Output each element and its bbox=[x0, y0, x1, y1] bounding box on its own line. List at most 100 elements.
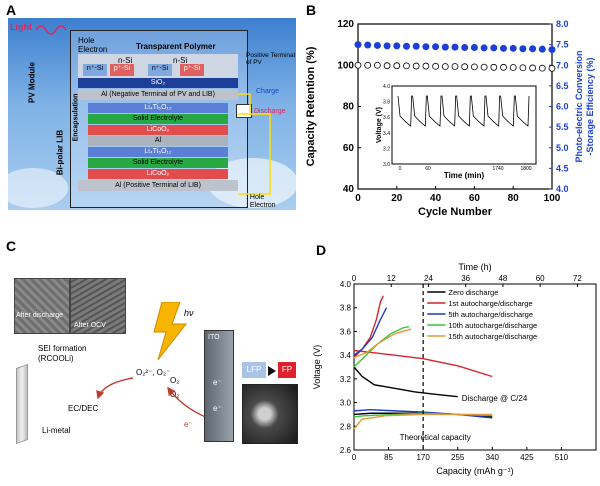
retention-point bbox=[538, 64, 546, 72]
lco-layer-1: LiCoO₂ bbox=[88, 125, 228, 135]
ito-electrode bbox=[204, 330, 234, 442]
series-line bbox=[353, 413, 493, 430]
x2-tick-label: 12 bbox=[387, 274, 396, 283]
x-tick-label: 40 bbox=[430, 193, 442, 204]
legend-hole-label: : Hole bbox=[246, 194, 265, 201]
legend-label: 5th autocharge/discharge bbox=[448, 310, 533, 319]
efficiency-point bbox=[432, 43, 440, 51]
n-si-label-1: n-Si bbox=[118, 56, 133, 65]
hole-label: Hole bbox=[78, 36, 95, 45]
y-tick-label: 120 bbox=[337, 19, 354, 30]
retention-point bbox=[480, 63, 488, 71]
y2-tick-label: 4.0 bbox=[556, 184, 569, 194]
y2-tick-label: 6.0 bbox=[556, 102, 569, 112]
y-tick-label: 3.4 bbox=[340, 351, 352, 360]
efficiency-point bbox=[403, 42, 410, 50]
inset-x-tick-label: 1800 bbox=[520, 166, 531, 172]
solid-electrolyte-layer-1: Solid Electrolyte bbox=[88, 114, 228, 124]
x2-tick-label: 24 bbox=[424, 274, 433, 283]
al-mid-layer: Al bbox=[88, 136, 228, 146]
inset-y-tick-label: 3.0 bbox=[383, 162, 390, 168]
inset-y-tick-label: 4.0 bbox=[383, 84, 390, 90]
inset-x-label: Time (min) bbox=[444, 171, 485, 180]
retention-point bbox=[509, 64, 517, 71]
retention-point bbox=[374, 61, 381, 69]
li-metal-label: Li-metal bbox=[42, 426, 71, 435]
electron-label-1: e⁻ bbox=[213, 378, 222, 387]
retention-point bbox=[548, 64, 556, 72]
y2-axis-label-line2: -Storage Efficiency (%) bbox=[585, 57, 595, 155]
panel-a-letter: A bbox=[6, 2, 17, 18]
panel-c-diagram: After discharge After OCV SEI formation … bbox=[8, 258, 298, 454]
electron-label: Electron bbox=[78, 45, 108, 54]
retention-point bbox=[393, 62, 401, 70]
y2-tick-label: 4.5 bbox=[556, 163, 569, 173]
retention-point bbox=[383, 62, 391, 70]
x-tick-label: 510 bbox=[555, 453, 569, 462]
x-tick-label: 0 bbox=[355, 193, 361, 204]
sem-image-lfp bbox=[242, 384, 298, 444]
x2-tick-label: 0 bbox=[352, 274, 357, 283]
light-wave-icon bbox=[36, 25, 67, 35]
x-tick-label: 0 bbox=[352, 453, 357, 462]
fp-box: FP bbox=[278, 362, 296, 378]
y-tick-label: 2.6 bbox=[340, 446, 352, 455]
efficiency-point bbox=[461, 44, 469, 52]
efficiency-point bbox=[509, 44, 517, 52]
x2-tick-label: 36 bbox=[461, 274, 470, 283]
retention-point bbox=[451, 63, 459, 70]
after-discharge-label: After discharge bbox=[16, 312, 64, 319]
efficiency-point bbox=[519, 45, 527, 53]
efficiency-point bbox=[470, 44, 478, 52]
y-tick-label: 40 bbox=[343, 184, 355, 195]
retention-point bbox=[441, 63, 449, 70]
discharge-rate-label: Discharge @ C/24 bbox=[462, 394, 528, 403]
efficiency-point bbox=[383, 42, 391, 50]
series-line bbox=[353, 325, 410, 368]
legend-label: 1st autocharge/discharge bbox=[448, 299, 532, 308]
x-tick-label: 170 bbox=[416, 453, 430, 462]
lco-layer-2: LiCoO₂ bbox=[88, 169, 228, 179]
y-tick-label: 3.2 bbox=[340, 375, 352, 384]
al-positive-layer: Al (Positive Terminal of LIB) bbox=[78, 180, 238, 191]
panel-d-letter: D bbox=[316, 242, 327, 258]
theoretical-capacity-label: Theoretical capacity bbox=[400, 433, 471, 442]
efficiency-point bbox=[548, 46, 556, 54]
retention-point bbox=[500, 63, 507, 71]
y-tick-label: 80 bbox=[343, 102, 355, 113]
legend-label: 10th autocharge/discharge bbox=[448, 321, 537, 330]
efficiency-point bbox=[451, 43, 459, 51]
n-plus-si-block: n⁺-Si bbox=[148, 64, 172, 76]
y2-axis-label-line1: Photo-electric Conversion bbox=[574, 50, 584, 162]
arrow-icon bbox=[268, 366, 276, 376]
x2-axis-label: Time (h) bbox=[458, 262, 491, 272]
y-axis-label: Voltage (V) bbox=[312, 345, 322, 390]
inset-y-label: Voltage (V) bbox=[376, 107, 383, 143]
legend-label: 15th autocharge/discharge bbox=[448, 332, 537, 341]
retention-point bbox=[432, 62, 440, 70]
o2-species-label: O₂²⁻, O₂⁻ bbox=[136, 368, 171, 377]
y2-tick-label: 8.0 bbox=[556, 19, 569, 29]
sem-image-after-ocv bbox=[70, 278, 126, 334]
efficiency-point bbox=[393, 42, 401, 50]
ito-label: ITO bbox=[208, 334, 220, 341]
y-tick-label: 3.0 bbox=[340, 399, 352, 408]
reaction-arrows bbox=[96, 377, 209, 419]
efficiency-point bbox=[412, 42, 420, 50]
x-tick-label: 255 bbox=[451, 453, 465, 462]
efficiency-point bbox=[441, 43, 449, 51]
x-tick-label: 85 bbox=[384, 453, 393, 462]
x-tick-label: 80 bbox=[508, 193, 520, 204]
y-tick-label: 4.0 bbox=[340, 280, 352, 289]
x-tick-label: 60 bbox=[469, 193, 481, 204]
inset-y-tick-label: 3.8 bbox=[383, 100, 390, 106]
lto-layer-1: Li₄Ti₅O₁₂ bbox=[88, 103, 228, 113]
inset-y-tick-label: 3.2 bbox=[383, 146, 390, 152]
efficiency-point bbox=[529, 45, 537, 53]
x2-tick-label: 48 bbox=[498, 274, 507, 283]
y2-tick-label: 7.0 bbox=[556, 60, 569, 70]
discharge-label: Discharge bbox=[254, 108, 286, 115]
x2-tick-label: 60 bbox=[536, 274, 545, 283]
x-tick-label: 100 bbox=[544, 193, 561, 204]
al-negative-layer: Al (Negative Terminal of PV and LIB) bbox=[78, 89, 238, 100]
